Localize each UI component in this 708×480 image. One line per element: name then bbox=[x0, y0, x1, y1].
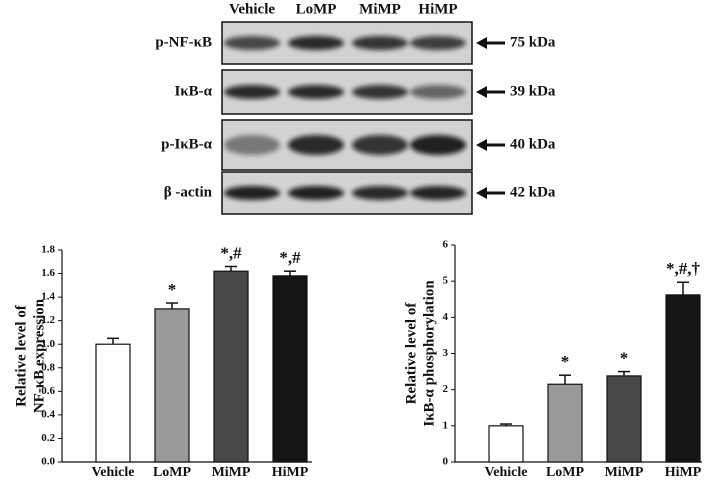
y-tick-label: 1.2 bbox=[41, 314, 55, 326]
size-label: 75 kDa bbox=[510, 34, 556, 50]
size-label: 40 kDa bbox=[510, 136, 556, 152]
size-label: 39 kDa bbox=[510, 83, 556, 99]
y-axis-title: Relative level of bbox=[403, 302, 419, 405]
lane-label: LoMP bbox=[296, 1, 337, 17]
significance-label: *,# bbox=[220, 243, 242, 262]
bar bbox=[154, 308, 190, 463]
y-axis-title: NF-κB expression bbox=[31, 298, 47, 413]
y-tick-label: 0.4 bbox=[41, 408, 55, 420]
y-tick-label: 0 bbox=[443, 456, 449, 468]
x-tick-label: MiMP bbox=[212, 465, 251, 480]
blot-band bbox=[288, 85, 344, 99]
significance-label: * bbox=[620, 348, 629, 367]
y-tick-label: 6 bbox=[443, 239, 449, 251]
y-tick-label: 1.4 bbox=[41, 291, 55, 303]
blot-band bbox=[288, 186, 344, 200]
blot-band bbox=[352, 186, 408, 200]
blot-band bbox=[288, 36, 344, 50]
significance-label: * bbox=[561, 352, 570, 371]
y-tick-label: 0.2 bbox=[41, 432, 55, 444]
blot-band bbox=[288, 135, 344, 155]
blot-band bbox=[352, 85, 408, 99]
blot-band bbox=[352, 36, 408, 50]
lane-label: HiMP bbox=[418, 1, 457, 17]
x-tick-label: Vehicle bbox=[484, 465, 527, 480]
row-label: IκB-α bbox=[174, 83, 212, 99]
significance-label: *,#,† bbox=[666, 259, 701, 278]
arrow-head bbox=[476, 139, 487, 151]
bar bbox=[665, 294, 701, 463]
arrow-head bbox=[476, 37, 487, 49]
bar bbox=[547, 383, 583, 463]
blot-band bbox=[410, 186, 466, 200]
bar bbox=[95, 343, 131, 463]
y-axis-title: Relative level of bbox=[13, 304, 29, 407]
x-tick-label: LoMP bbox=[546, 465, 585, 480]
y-tick-label: 1 bbox=[443, 419, 449, 431]
bar bbox=[272, 275, 308, 463]
significance-label: *,# bbox=[279, 248, 301, 267]
blot-band bbox=[352, 135, 408, 155]
blot-band bbox=[410, 135, 466, 155]
x-tick-label: Vehicle bbox=[91, 465, 134, 480]
bar bbox=[606, 375, 642, 463]
y-tick-label: 1.8 bbox=[41, 244, 55, 256]
y-tick-label: 4 bbox=[443, 311, 449, 323]
arrow-head bbox=[476, 187, 487, 199]
blot-band bbox=[224, 186, 280, 200]
row-label: β -actin bbox=[164, 184, 213, 200]
size-label: 42 kDa bbox=[510, 184, 556, 200]
lane-label: Vehicle bbox=[229, 1, 275, 17]
blot-band bbox=[224, 135, 280, 155]
x-tick-label: LoMP bbox=[153, 465, 192, 480]
blot-band bbox=[224, 85, 280, 99]
arrow-head bbox=[476, 86, 487, 98]
x-tick-label: HiMP bbox=[665, 465, 702, 480]
y-tick-label: 1.6 bbox=[41, 267, 55, 279]
y-tick-label: 3 bbox=[443, 347, 449, 359]
blot-band bbox=[410, 36, 466, 50]
blot-band bbox=[224, 36, 280, 50]
significance-label: * bbox=[168, 280, 177, 299]
x-tick-label: MiMP bbox=[605, 465, 644, 480]
row-label: p-NF-κB bbox=[155, 34, 212, 50]
y-axis-title: IκB-α phosphorylation bbox=[421, 280, 437, 427]
y-tick-label: 5 bbox=[443, 275, 449, 287]
lane-label: MiMP bbox=[359, 1, 401, 17]
bar bbox=[488, 425, 524, 463]
y-tick-label: 0.0 bbox=[41, 456, 55, 468]
x-tick-label: HiMP bbox=[272, 465, 309, 480]
y-tick-label: 2 bbox=[443, 383, 449, 395]
blot-band bbox=[410, 85, 466, 99]
row-label: p-IκB-α bbox=[161, 136, 213, 152]
y-tick-label: 0.8 bbox=[41, 361, 55, 373]
y-tick-label: 1.0 bbox=[41, 338, 55, 350]
bar bbox=[213, 270, 249, 463]
y-tick-label: 0.6 bbox=[41, 385, 55, 397]
